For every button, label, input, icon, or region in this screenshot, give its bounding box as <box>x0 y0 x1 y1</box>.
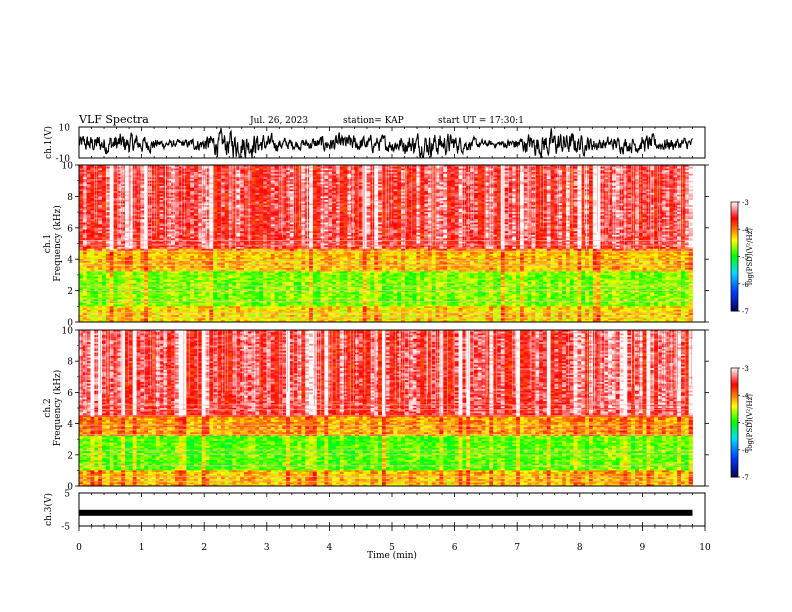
ch1-spectrogram-ylabel-line: ch.1 <box>43 234 53 253</box>
ch2-spectrogram-ytick-label: 2 <box>67 451 73 461</box>
ch1-spectrogram-ytick-label: 6 <box>67 224 73 234</box>
ch1-spectrogram-panel: 0 2 4 6 8 10 ch.1 Frequency (kHz) <box>43 162 709 329</box>
ch1-spectrogram-ytick-label: 10 <box>62 162 74 172</box>
ch2-spectrogram-ytick-label: 4 <box>67 420 73 430</box>
time-tick-label: 9 <box>640 543 646 553</box>
time-tick-label: 3 <box>264 543 270 553</box>
ch1-spectrogram-ylabel-line: Frequency (kHz) <box>52 205 63 282</box>
colorbar-tick-label: -5 <box>742 254 749 262</box>
ch1-spectrogram-ytick-label: 0 <box>67 319 73 329</box>
ch1-waveform-trace <box>78 127 693 160</box>
colorbar-tick-label: -6 <box>742 281 749 289</box>
station-label: station= KAP <box>343 116 404 126</box>
time-tick-label: 6 <box>452 543 458 553</box>
ch2-spectrogram-ylabel-line: ch.2 <box>43 398 53 417</box>
colorbar-tick-label: -5 <box>742 420 749 428</box>
colorbar-tick-label: -3 <box>742 365 749 373</box>
time-axis: 0 1 2 3 4 5 6 7 8 9 10 Time (min) <box>76 526 711 561</box>
ch1-spectrogram-ytick-label: 2 <box>67 287 73 297</box>
ch3-waveform-ytick-label: -5 <box>61 523 70 533</box>
ch2-spectrogram-ytick-label: 6 <box>67 389 73 399</box>
colorbar-tick-label: -3 <box>742 199 749 207</box>
ch2-colorbar: -3 -4 -5 -6 -7 log(PSD)(V²/Hz) <box>730 365 754 482</box>
time-tick-label: 4 <box>327 543 333 553</box>
ch2-spectrogram-panel: 0 2 4 6 8 10 ch.2 Frequency (kHz) <box>43 327 709 493</box>
ch1-waveform-ytick-label: 10 <box>59 124 71 134</box>
time-axis-label: Time (min) <box>367 550 417 561</box>
colorbar-tick-label: -7 <box>742 308 749 316</box>
ch1-colorbar: -3 -4 -5 -6 -7 log(PSD)(V²/Hz) <box>730 199 754 316</box>
time-tick-label: 1 <box>139 543 145 553</box>
time-tick-label: 5 <box>389 543 395 553</box>
colorbar-tick-label: -6 <box>742 447 749 455</box>
ch1-waveform-ytick-label: -10 <box>56 155 71 165</box>
colorbar-label: log(PSD)(V²/Hz) <box>746 228 754 285</box>
ch1-spectrogram-ytick-label: 4 <box>67 256 73 266</box>
ch3-waveform-panel: 5 -5 ch.3(V) <box>43 490 706 533</box>
time-tick-label: 8 <box>577 543 583 553</box>
time-tick-label: 0 <box>76 543 82 553</box>
ch3-waveform-frame <box>78 492 706 527</box>
time-tick-label: 2 <box>201 543 207 553</box>
colorbar-tick-label: -4 <box>742 226 749 234</box>
ch2-spectrogram-ytick-label: 10 <box>62 327 74 337</box>
ch2-spectrogram-ytick-label: 0 <box>67 483 73 493</box>
time-tick-label: 7 <box>514 543 520 553</box>
ch2-spectrogram-ylabel-line: Frequency (kHz) <box>52 370 63 447</box>
ch1-spectrogram-ytick-label: 8 <box>67 193 73 203</box>
ch3-waveform-trace <box>79 509 693 516</box>
colorbar-tick-label: -7 <box>742 474 749 482</box>
start-time-label: start UT = 17:30:1 <box>438 116 524 126</box>
ch3-waveform-ytick-label: 5 <box>64 490 70 500</box>
ch3-waveform-ylabel: ch.3(V) <box>43 493 54 526</box>
ch1-waveform-ylabel: ch.1(V) <box>43 126 54 159</box>
time-tick-label: 10 <box>699 543 711 553</box>
figure-title: VLF Spectra <box>78 113 149 126</box>
colorbar-tick-label: -4 <box>742 392 749 400</box>
colorbar-label: log(PSD)(V²/Hz) <box>746 394 754 451</box>
ch2-spectrogram-ytick-label: 8 <box>67 358 73 368</box>
date-label: Jul. 26, 2023 <box>249 116 308 126</box>
